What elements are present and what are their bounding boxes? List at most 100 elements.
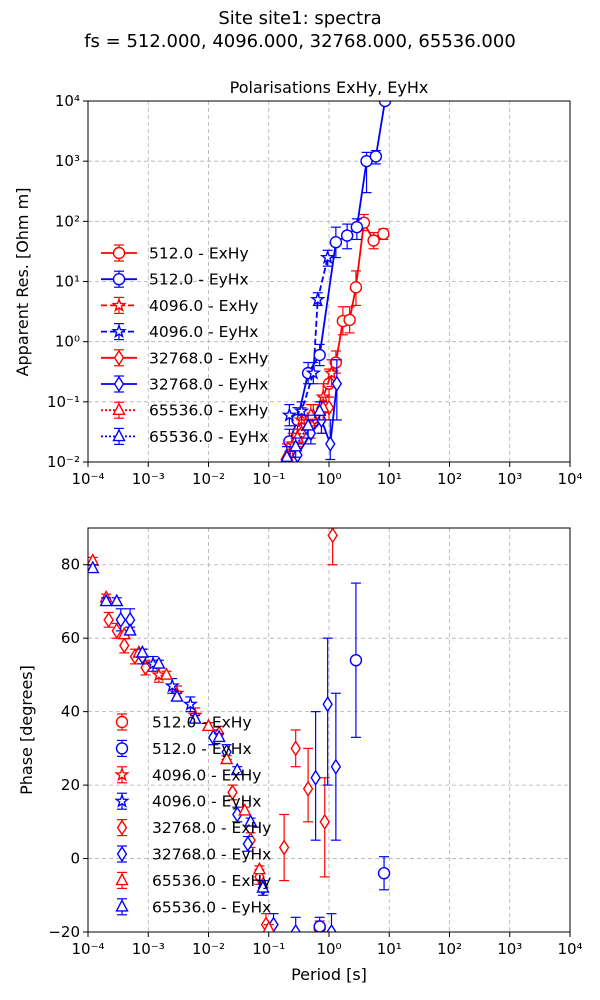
y-axis-label: Apparent Res. [Ohm m] (13, 188, 32, 377)
legend-label: 512.0 - ExHy (149, 245, 249, 263)
legend-item: 32768.0 - ExHy (101, 349, 268, 367)
legend-marker (112, 402, 126, 416)
x-tick-label: 10⁻³ (132, 940, 165, 958)
x-tick-label: 10³ (497, 940, 522, 958)
data-point (313, 403, 327, 416)
data-point (349, 281, 363, 294)
y-tick-label: 10⁻¹ (47, 393, 80, 411)
data-point (151, 666, 167, 682)
data-point (119, 637, 130, 654)
data-point (349, 654, 363, 667)
data-point (343, 313, 356, 327)
y-tick-label: 0 (70, 850, 80, 868)
y-tick-label: 60 (61, 629, 80, 647)
legend-item: 4096.0 - EyHx (114, 792, 261, 811)
data-point (313, 348, 326, 362)
legend-marker (115, 715, 129, 729)
legend-marker (113, 349, 125, 366)
legend-marker (115, 742, 129, 755)
x-axis-label: Period [s] (291, 965, 367, 984)
data-point (330, 758, 342, 775)
legend-label: 512.0 - EyHx (149, 271, 249, 289)
legend-label: 4096.0 - EyHx (152, 793, 261, 811)
data-point (135, 645, 150, 658)
legend-item: 4096.0 - EyHx (101, 323, 258, 341)
data-point (278, 839, 290, 856)
legend-item: 512.0 - EyHx (115, 739, 252, 758)
series-line (289, 257, 329, 417)
data-point (201, 718, 216, 732)
legend-label: 65536.0 - EyHx (152, 898, 271, 916)
data-point (242, 835, 254, 853)
data-point (289, 438, 303, 452)
data-point (302, 780, 314, 797)
series-65536-0-eyhx (88, 560, 270, 893)
data-point (292, 446, 303, 462)
legend-label: 32768.0 - EyHx (149, 376, 268, 394)
series-65536-0-eyhx (280, 401, 327, 462)
x-tick-label: 10² (437, 470, 462, 488)
data-point (88, 560, 100, 574)
legend-marker (111, 297, 127, 312)
y-axis-label: Phase [degrees] (17, 665, 36, 795)
data-point (212, 729, 226, 743)
data-point (188, 711, 202, 724)
legend-label: 512.0 - EyHx (152, 740, 252, 758)
x-tick-label: 10¹ (377, 470, 402, 488)
legend: 512.0 - ExHy 512.0 - EyHx 4096.0 - ExHy 409… (114, 713, 271, 916)
data-point (103, 611, 114, 628)
series-line (286, 410, 321, 458)
data-point (219, 751, 234, 765)
legend-marker (112, 246, 126, 260)
data-point (290, 430, 305, 443)
legend-item: 4096.0 - ExHy (114, 766, 261, 784)
apparent-resistivity-panel: Polarisations ExHy, EyHx Apparent Res. [… (13, 78, 583, 488)
x-tick-label: 10⁻¹ (252, 470, 285, 488)
data-point (340, 229, 354, 242)
legend-item: 512.0 - ExHy (115, 713, 252, 732)
x-tick-label: 10¹ (377, 940, 402, 958)
data-point (123, 623, 137, 636)
data-point (305, 365, 322, 380)
legend-item: 65536.0 - EyHx (115, 898, 271, 916)
legend-label: 65536.0 - EyHx (149, 428, 268, 446)
y-tick-label: 80 (61, 556, 80, 574)
data-point (159, 667, 174, 680)
x-tick-label: 10⁻¹ (252, 940, 285, 958)
figure-title-line2: fs = 512.000, 4096.000, 32768.000, 65536… (84, 31, 516, 52)
figure-title-line1: Site site1: spectra (218, 8, 381, 29)
data-point (323, 365, 340, 380)
x-tick-label: 10⁰ (316, 470, 341, 488)
data-point (243, 813, 258, 827)
legend-label: 65536.0 - ExHy (152, 872, 271, 890)
legend-marker (111, 323, 127, 339)
legend-item: 65536.0 - ExHy (115, 871, 271, 890)
data-point (182, 696, 199, 711)
y-tick-label: 10¹ (55, 273, 80, 291)
data-point (152, 656, 166, 669)
y-tick-label: 20 (61, 776, 80, 794)
y-tick-label: −20 (48, 923, 80, 941)
data-point (99, 593, 113, 607)
y-tick-label: 10³ (55, 152, 80, 170)
data-point (110, 593, 124, 607)
y-tick-label: 10⁻² (47, 453, 80, 471)
x-tick-label: 10⁴ (557, 470, 582, 488)
data-point (369, 150, 383, 163)
data-point (367, 234, 380, 247)
data-point (327, 528, 338, 544)
x-tick-label: 10³ (497, 470, 522, 488)
legend-label: 4096.0 - EyHx (149, 323, 258, 341)
series-4096-0-eyhx (145, 655, 199, 713)
data-layer (88, 528, 391, 932)
y-tick-label: 10⁰ (55, 333, 80, 351)
series-512-0-eyhx (313, 582, 391, 932)
series-32768-0-eyhx (292, 359, 343, 462)
x-tick-label: 10⁻⁴ (71, 940, 104, 958)
legend-marker (116, 819, 128, 836)
data-point (227, 784, 238, 801)
x-tick-label: 10² (437, 940, 462, 958)
data-point (256, 880, 270, 893)
data-point (290, 923, 301, 932)
